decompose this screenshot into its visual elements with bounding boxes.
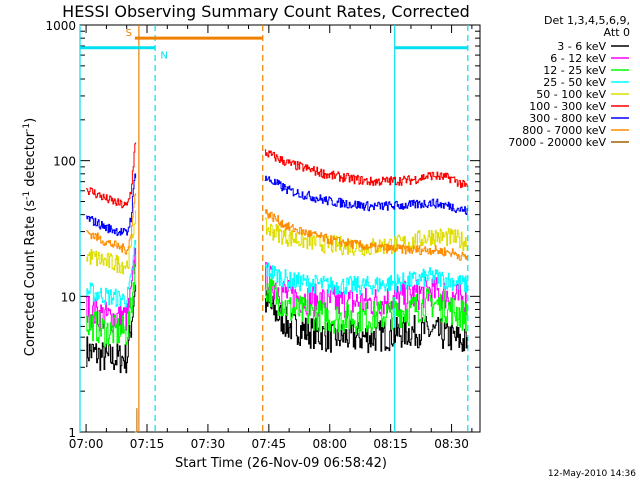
series-line-8: [134, 408, 138, 433]
series-line-3: [264, 262, 468, 295]
y-axis-label-end: ): [23, 118, 38, 123]
footer-date: 12-May-2010 14:36: [548, 469, 636, 479]
legend-entry-label: 3 - 6 keV: [557, 40, 606, 53]
plot-area: 07:00 07:15 07:30 07:45 08:00 08:15 08:30 1 10 10…: [45, 19, 481, 451]
legend-entry-label: 50 - 100 keV: [536, 88, 606, 101]
series-line-7: [264, 209, 468, 261]
y-axis-label: Corrected Count Rate (s-1 detector-1): [22, 118, 38, 356]
legend-header: Det 1,3,4,5,6,9,: [544, 14, 630, 27]
chart-title: HESSI Observing Summary Count Rates, Cor…: [62, 2, 470, 21]
series-line-6: [264, 175, 468, 215]
night-flag-label: N: [160, 51, 167, 62]
legend-entry-label: 7000 - 20000 keV: [508, 136, 606, 149]
x-tick-label: 07:00: [69, 437, 104, 451]
series-line-2: [264, 278, 468, 334]
series-line-3: [86, 239, 137, 308]
y-tick-label: 10: [61, 290, 76, 304]
series-line-7: [86, 193, 137, 255]
series-line-6: [86, 173, 137, 236]
x-tick-label: 08:30: [434, 437, 469, 451]
y-axis-label-main: Corrected Count Rate (s: [23, 200, 38, 357]
x-tick-label: 08:15: [373, 437, 408, 451]
y-tick-label: 1000: [45, 19, 76, 33]
legend-entry-label: 300 - 800 keV: [529, 112, 606, 125]
series-line-1: [86, 247, 137, 333]
legend-entry-label: 25 - 50 keV: [543, 76, 606, 89]
y-tick-label: 1: [68, 426, 76, 440]
saa-flag-label: S: [126, 28, 132, 39]
series-line-5: [86, 142, 137, 209]
x-tick-label: 07:30: [191, 437, 226, 451]
legend-header: Att 0: [604, 26, 630, 39]
series-line-0: [86, 284, 137, 374]
x-axis-label: Start Time (26-Nov-09 06:58:42): [175, 456, 387, 471]
y-tick-label: 100: [53, 155, 76, 169]
legend-entry-label: 100 - 300 keV: [529, 100, 606, 113]
legend-entry-label: 6 - 12 keV: [550, 52, 606, 65]
series-line-4: [86, 210, 137, 275]
x-tick-label: 08:00: [312, 437, 347, 451]
x-tick-label: 07:15: [130, 437, 165, 451]
y-axis-label-sup2: -1: [22, 123, 32, 132]
legend-entry-label: 12 - 25 keV: [543, 64, 606, 77]
y-axis-label-sup1: -1: [22, 191, 32, 200]
series-line-1: [264, 262, 468, 319]
legend-entry-label: 800 - 7000 keV: [522, 124, 606, 137]
y-axis-label-mid: detector: [23, 131, 38, 191]
series-line-2: [86, 254, 137, 348]
series-line-5: [264, 149, 468, 189]
x-tick-label: 07:45: [252, 437, 287, 451]
series-line-4: [264, 217, 468, 257]
plot-frame: [79, 24, 481, 433]
